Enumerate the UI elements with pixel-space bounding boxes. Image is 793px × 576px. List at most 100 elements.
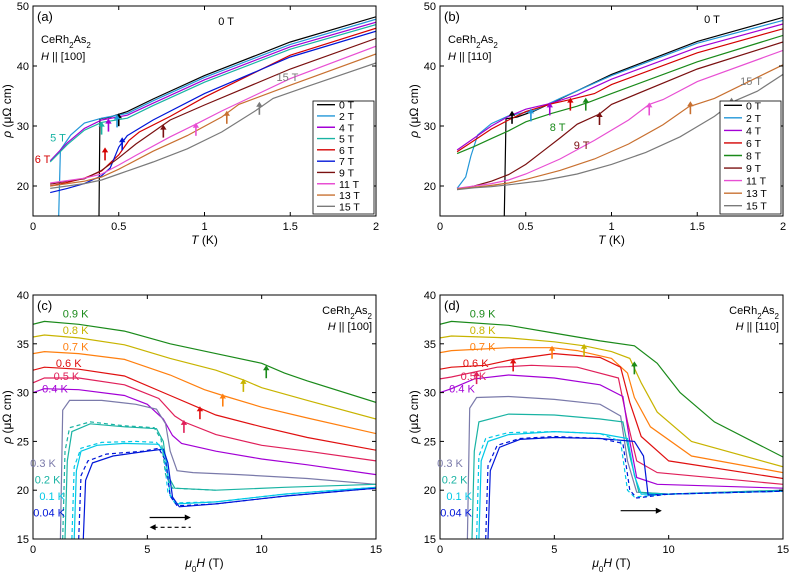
legend-entry: 0 T (746, 100, 762, 112)
up-sweep-arrow-head (184, 514, 191, 521)
transition-arrow-head (192, 122, 200, 128)
y-tick-label: 25 (17, 436, 29, 448)
y-axis-label: ρ (μΩ cm) (407, 390, 421, 444)
series-0.3-K (466, 395, 783, 539)
transition-arrow-head (546, 102, 553, 108)
legend-entry: 4 T (746, 125, 762, 137)
transition-arrow-head (240, 378, 247, 384)
legend-entry: 2 T (746, 113, 762, 125)
transition-arrow-head (596, 112, 603, 117)
x-tick-label: 0.5 (518, 221, 533, 233)
x-tick-label: 15 (777, 544, 789, 556)
y-tick-label: 40 (17, 61, 29, 73)
curve-label: 0.7 K (470, 342, 496, 354)
transition-arrow-head (263, 365, 270, 371)
curve-label: 0.4 K (42, 384, 68, 396)
x-axis-label: T (K) (598, 233, 625, 247)
transition-arrow-head (646, 102, 653, 108)
panel-tag: (c) (37, 298, 52, 313)
curve-label: 0 T (704, 14, 720, 26)
series-0.7-K (440, 347, 783, 474)
y-tick-label: 25 (424, 436, 436, 448)
x-axis-label: T (K) (191, 233, 218, 247)
transition-arrow-head (509, 358, 517, 364)
curve-label: 0.2 K (442, 474, 468, 486)
series-0.8-K (33, 334, 376, 420)
x-tick-label: 5 (551, 544, 557, 556)
series-9-T (456, 41, 783, 191)
curve-label: 0 T (218, 16, 234, 28)
series-11-T (50, 45, 376, 184)
x-tick-label: 1.5 (283, 221, 298, 233)
material-label: CeRh2As2 (322, 305, 372, 321)
series-0.4-K (440, 374, 783, 489)
curve-label: 0.8 K (470, 325, 496, 337)
curve-label: 15 T (740, 76, 762, 88)
field-direction-label: H || [110] (736, 321, 779, 333)
curve-label: 0.5 K (54, 371, 80, 383)
curves (49, 16, 376, 216)
legend-entry: 5 T (339, 134, 355, 146)
transition-arrow-head (508, 110, 516, 116)
curve-label: 6 T (35, 154, 51, 166)
x-axis-label: μ0H (T) (591, 556, 630, 574)
legend: 0 T2 T4 T6 T8 T9 T11 T13 T15 T (719, 100, 782, 215)
series-13-T (50, 53, 376, 187)
series-0.1-K (73, 442, 376, 539)
series-0.04-K-down (78, 447, 376, 539)
y-tick-label: 40 (17, 290, 29, 302)
transition-arrow-head (160, 124, 167, 130)
x-tick-label: 0.5 (111, 221, 126, 233)
curves (456, 16, 783, 216)
panel-c: 0 5 10 15 15 20 25 30 35 40 μ0H (T) ρ (μΩ cm) (c) CeR… (0, 290, 382, 574)
series-0.8-K (440, 335, 783, 468)
field-direction-label: H || [100] (41, 51, 85, 63)
x-tick-label: 5 (144, 544, 150, 556)
transition-arrow-head (223, 110, 230, 116)
series-0.2-K (471, 413, 783, 539)
y-tick-label: 15 (424, 534, 436, 546)
series-0.4-K (33, 388, 376, 476)
y-tick-label: 35 (17, 339, 29, 351)
x-tick-label: 1 (608, 221, 614, 233)
curve-label: 0.04 K (440, 508, 472, 520)
series-0.3-K (59, 399, 376, 539)
curve-label: 0.1 K (39, 491, 65, 503)
curve-label: 8 T (550, 122, 566, 134)
legend-entry: 9 T (746, 163, 762, 175)
x-tick-label: 2 (780, 221, 786, 233)
transition-arrow-head (256, 101, 263, 107)
curve-label: 0.3 K (437, 458, 463, 470)
series-0.04-K-down (485, 435, 783, 539)
field-direction-label: H || [110] (448, 51, 491, 63)
series-0.5-K (440, 364, 783, 485)
panel-tag: (d) (444, 298, 460, 313)
y-tick-label: 20 (424, 181, 436, 193)
y-tick-label: 50 (17, 1, 29, 13)
transition-arrow-head (118, 137, 126, 143)
panel-tag: (a) (37, 9, 53, 24)
curve-label: 0.5 K (461, 371, 487, 383)
curve-label: 0.04 K (33, 508, 65, 520)
curves (33, 320, 376, 539)
series-0.6-K (440, 352, 783, 480)
y-axis-label: ρ (μΩ cm) (0, 390, 14, 444)
material-label: CeRh2As2 (448, 34, 498, 50)
curve-label: 0.1 K (446, 491, 472, 503)
y-tick-label: 35 (424, 339, 436, 351)
transition-arrow-head (580, 343, 588, 349)
x-tick-label: 0 (30, 544, 36, 556)
curve-label: 15 T (277, 72, 299, 84)
y-tick-label: 40 (424, 61, 436, 73)
y-tick-label: 15 (17, 534, 29, 546)
curves (440, 320, 783, 539)
legend-entry: 6 T (339, 145, 355, 157)
series-4-T (456, 23, 783, 151)
transition-arrow-head (631, 361, 638, 367)
down-sweep-arrow-head (149, 524, 156, 531)
panel-tag: (b) (444, 9, 460, 24)
transition-arrow-head (105, 118, 112, 124)
transition-arrow-head (219, 393, 226, 399)
series-0.6-K (33, 366, 376, 451)
x-tick-label: 1 (201, 221, 207, 233)
